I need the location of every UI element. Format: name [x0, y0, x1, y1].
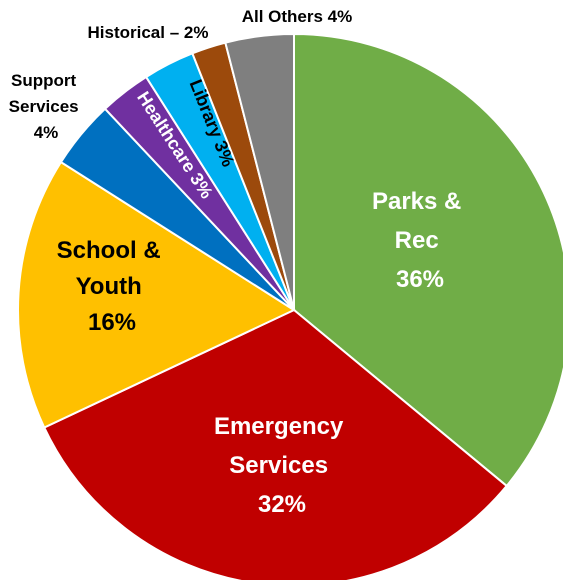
slice-label-others: All Others 4%: [242, 7, 353, 26]
pie-slice-emergency-services: [42, 308, 509, 580]
slice-label-school: School & Youth 16%: [57, 237, 168, 336]
pie-slice-all-others: [224, 32, 295, 311]
pie-slice-parks-rec: [293, 32, 563, 488]
slice-label-parks: Parks & Rec 36%: [372, 188, 468, 293]
pie-slice-school-youth: [17, 160, 297, 429]
pie-slices: [17, 32, 563, 580]
slice-label-support: Support Services 4%: [9, 71, 84, 142]
slice-label-emergency: Emergency Services 32%: [214, 413, 350, 518]
slice-label-historical: Historical – 2%: [88, 23, 209, 42]
